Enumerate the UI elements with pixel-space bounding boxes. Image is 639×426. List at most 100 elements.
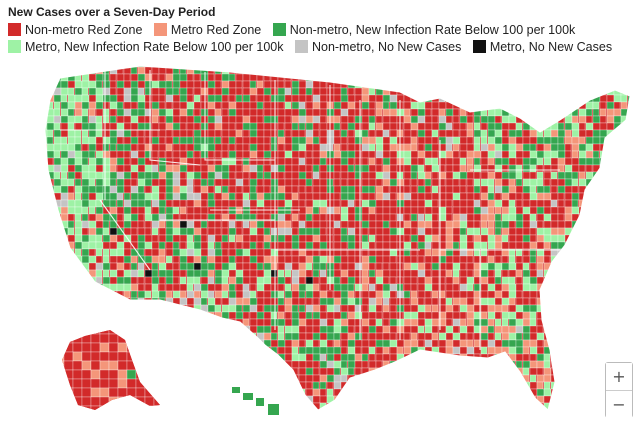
county-cell: [452, 136, 461, 145]
county-cell: [235, 108, 244, 117]
county-cell: [417, 332, 426, 341]
county-cell: [221, 353, 229, 362]
county-cell: [319, 241, 328, 250]
county-cell: [333, 346, 342, 355]
county-cell: [123, 66, 131, 68]
county-cell: [130, 402, 139, 410]
county-cell: [571, 353, 580, 362]
county-cell: [130, 178, 138, 187]
county-cell: [277, 143, 285, 152]
county-cell: [403, 136, 412, 145]
county-cell: [326, 409, 335, 410]
zoom-out-button[interactable]: −: [606, 391, 632, 418]
county-cell: [298, 136, 307, 145]
county-cell: [508, 297, 516, 306]
county-cell: [382, 164, 391, 173]
county-cell: [95, 178, 104, 187]
county-cell: [123, 87, 132, 96]
county-cell: [557, 234, 566, 243]
county-cell: [635, 165, 639, 172]
county-cell: [214, 122, 223, 131]
county-cell: [305, 129, 314, 138]
county-cell: [214, 220, 222, 229]
county-cell: [284, 87, 292, 96]
county-cell: [550, 143, 559, 152]
county-cell: [305, 276, 314, 285]
county-cell: [151, 199, 160, 208]
county-cell: [109, 185, 118, 194]
county-cell: [256, 101, 264, 110]
county-cell: [333, 94, 342, 103]
county-cell: [242, 409, 251, 410]
county-cell: [536, 73, 545, 82]
county-cell: [235, 136, 244, 145]
county-cell: [291, 66, 300, 75]
county-cell: [172, 206, 180, 215]
county-cell: [256, 220, 265, 229]
county-cell: [151, 332, 160, 341]
county-cell: [340, 213, 349, 222]
county-cell: [221, 73, 230, 82]
county-cell: [263, 318, 272, 327]
county-cell: [361, 129, 369, 138]
county-cell: [431, 409, 440, 410]
county-cell: [564, 367, 573, 376]
county-cell: [242, 297, 251, 306]
county-cell: [298, 339, 306, 348]
county-cell: [438, 339, 447, 348]
county-cell: [333, 185, 342, 194]
legend-label: Non-metro, New Infection Rate Below 100 …: [289, 23, 576, 37]
county-map[interactable]: [0, 62, 639, 426]
county-cell: [117, 342, 128, 353]
county-cell: [249, 94, 257, 103]
county-cell: [459, 332, 467, 341]
county-cell: [46, 339, 55, 348]
county-cell: [312, 290, 321, 299]
county-cell: [228, 353, 237, 362]
county-cell: [592, 101, 600, 110]
county-cell: [515, 66, 523, 75]
county-cell: [389, 136, 398, 145]
county-cell: [312, 115, 321, 124]
county-cell: [130, 409, 139, 410]
county-cell: [88, 73, 97, 82]
county-cell: [424, 255, 433, 264]
county-cell: [578, 402, 587, 410]
county-cell: [424, 339, 433, 348]
county-cell: [361, 66, 370, 75]
county-cell: [550, 325, 559, 334]
county-cell: [45, 178, 48, 187]
county-cell: [214, 136, 222, 145]
county-cell: [403, 66, 411, 75]
county-cell: [201, 417, 208, 424]
county-cell: [494, 150, 503, 159]
zoom-in-button[interactable]: +: [606, 363, 632, 390]
county-cell: [564, 122, 573, 131]
county-cell: [536, 178, 544, 187]
county-cell: [578, 234, 587, 243]
county-cell: [487, 276, 496, 285]
county-cell: [137, 304, 146, 313]
county-cell: [137, 332, 146, 341]
county-cell: [536, 101, 545, 110]
county-cell: [452, 304, 460, 313]
county-cell: [88, 178, 96, 187]
county-cell: [158, 73, 166, 82]
county-cell: [543, 388, 552, 397]
county-cell: [347, 66, 356, 75]
county-cell: [284, 241, 293, 250]
county-cell: [165, 143, 173, 152]
county-cell: [137, 129, 145, 138]
county-cell: [508, 332, 517, 341]
county-cell: [144, 381, 153, 390]
county-cell: [396, 374, 405, 383]
county-cell: [109, 297, 118, 306]
county-cell: [207, 402, 216, 410]
county-cell: [557, 94, 566, 103]
county-cell: [487, 164, 496, 173]
county-cell: [74, 122, 83, 131]
county-cell: [53, 297, 62, 306]
county-cell: [46, 269, 55, 278]
county-cell: [95, 255, 103, 264]
county-cell: [116, 115, 125, 124]
